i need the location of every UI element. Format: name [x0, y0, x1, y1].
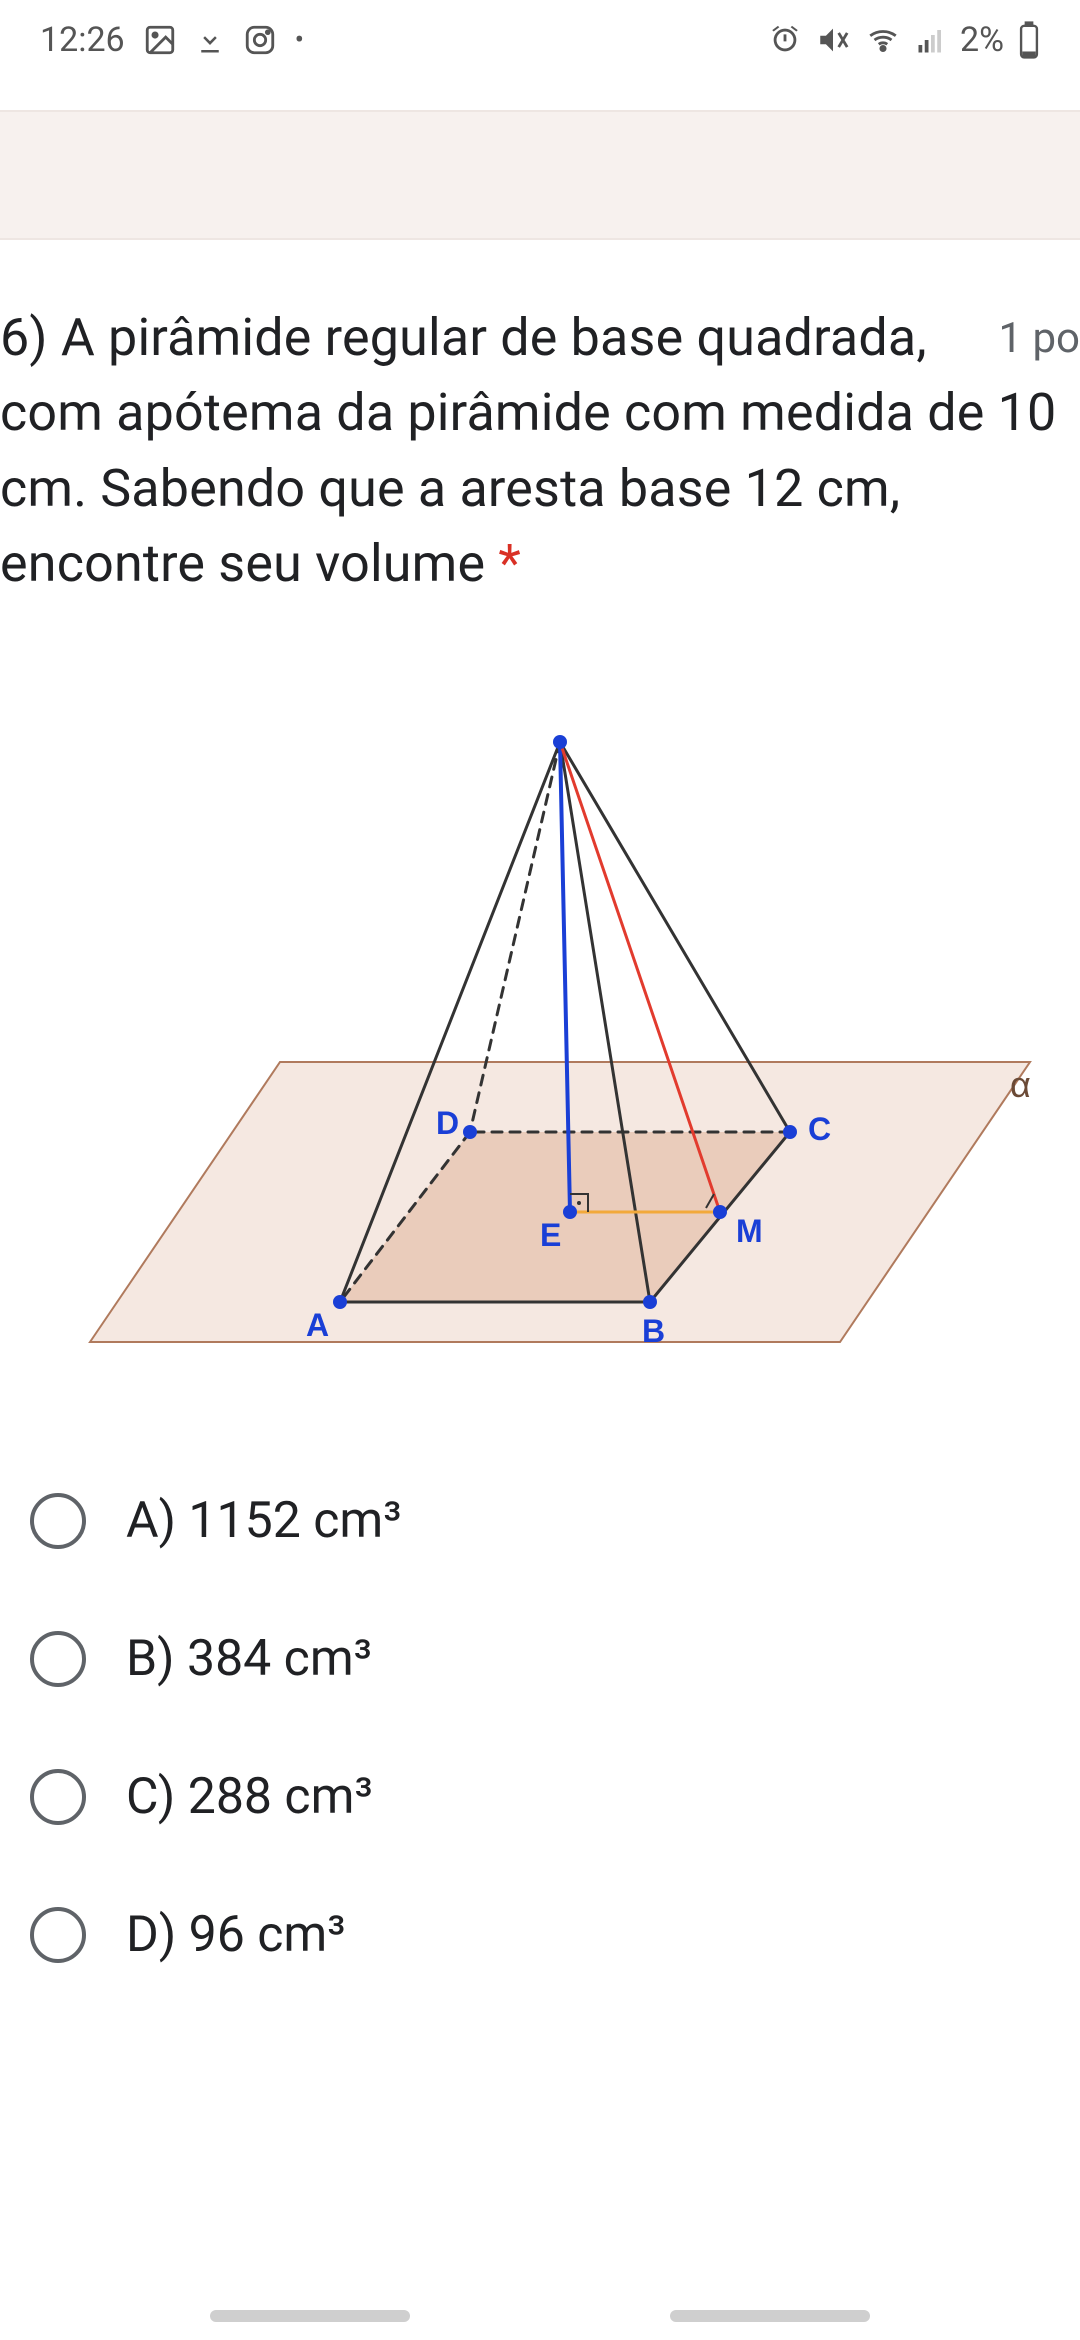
radio-a[interactable]	[30, 1493, 86, 1549]
svg-text:A: A	[306, 1307, 329, 1343]
instagram-icon	[243, 23, 277, 57]
svg-text:E: E	[540, 1217, 561, 1253]
download-icon	[195, 23, 225, 57]
option-c-label: C) 288 cm³	[126, 1768, 373, 1826]
radio-d[interactable]	[30, 1907, 86, 1963]
svg-text:α: α	[1010, 1064, 1031, 1105]
option-d-label: D) 96 cm³	[126, 1906, 346, 1964]
option-b[interactable]: B) 384 cm³	[30, 1630, 1080, 1688]
nav-recent[interactable]	[210, 2310, 410, 2322]
mute-icon	[816, 23, 850, 57]
question-text: 6) A pirâmide regular de base quadrada, …	[0, 300, 1080, 602]
dot-icon: •	[295, 26, 304, 54]
image-icon	[143, 23, 177, 57]
wifi-icon	[864, 23, 902, 57]
card-gap	[0, 110, 1080, 240]
alarm-icon	[768, 23, 802, 57]
nav-home[interactable]	[670, 2310, 870, 2322]
option-d[interactable]: D) 96 cm³	[30, 1906, 1080, 1964]
status-bar: 12:26 • 2%	[0, 0, 1080, 80]
status-time: 12:26	[40, 20, 125, 60]
option-a-label: A) 1152 cm³	[126, 1492, 402, 1550]
battery-icon	[1018, 21, 1040, 59]
svg-text:C: C	[808, 1111, 831, 1147]
question-body: 6) A pirâmide regular de base quadrada, …	[0, 307, 1056, 594]
status-left: 12:26 •	[40, 20, 304, 60]
svg-text:M: M	[736, 1213, 763, 1249]
radio-c[interactable]	[30, 1769, 86, 1825]
question-area: 1 po 6) A pirâmide regular de base quadr…	[0, 240, 1080, 1964]
option-b-label: B) 384 cm³	[126, 1630, 372, 1688]
svg-text:D: D	[436, 1105, 459, 1141]
points-label: 1 po	[998, 314, 1080, 363]
status-right: 2%	[768, 20, 1040, 60]
figure-wrap: A B C D E Mα	[0, 702, 1080, 1402]
battery-pct: 2%	[960, 20, 1004, 60]
required-asterisk: *	[498, 533, 521, 594]
gesture-nav	[0, 2310, 1080, 2322]
signal-icon	[916, 25, 946, 55]
options-list: A) 1152 cm³ B) 384 cm³ C) 288 cm³ D) 96 …	[0, 1492, 1080, 1964]
radio-b[interactable]	[30, 1631, 86, 1687]
svg-text:B: B	[642, 1313, 665, 1349]
option-c[interactable]: C) 288 cm³	[30, 1768, 1080, 1826]
pyramid-diagram: A B C D E Mα	[0, 702, 1060, 1402]
option-a[interactable]: A) 1152 cm³	[30, 1492, 1080, 1550]
